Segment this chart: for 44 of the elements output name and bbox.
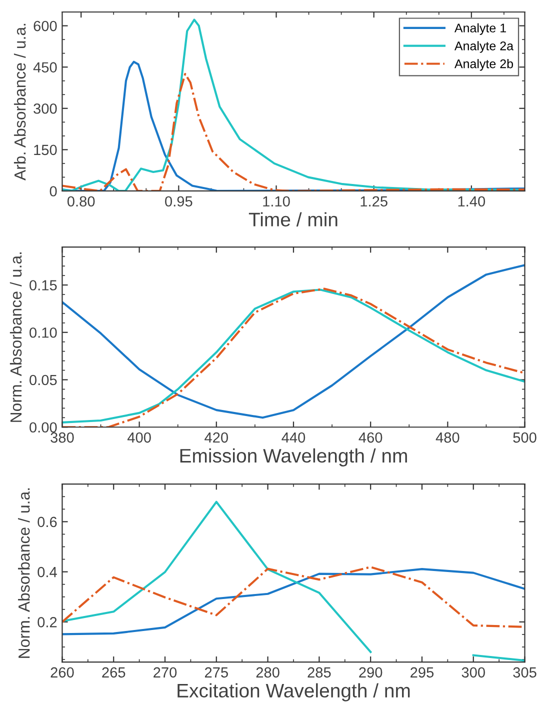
x-tick-label: 290 (359, 667, 382, 678)
x-tick-label: 1.40 (458, 196, 486, 207)
x-tick-label: 0.95 (165, 196, 192, 207)
y-tick-label: 600 (34, 20, 57, 32)
x-tick-label: 305 (513, 667, 536, 678)
y-tick-label: 0.00 (30, 422, 57, 433)
x-tick-label: 1.10 (263, 196, 290, 207)
x-tick-label: 500 (513, 432, 536, 443)
y-axis-title: Norm. Absorbance / u.a. (10, 252, 22, 422)
legend-label: Analyte 2b (454, 59, 513, 71)
x-tick-label: 275 (204, 667, 228, 678)
y-axis-title: Arb. Absorbance / u.a. (14, 24, 26, 180)
x-tick-label: 440 (282, 432, 306, 443)
y-tick-label: 0.6 (38, 516, 57, 528)
x-tick-label: 480 (436, 432, 460, 443)
x-tick-label: 460 (358, 432, 382, 443)
x-tick-label: 285 (308, 667, 331, 678)
x-tick-label: 265 (102, 667, 126, 678)
x-tick-label: 1.25 (360, 196, 388, 207)
y-tick-label: 450 (33, 62, 57, 72)
y-tick-label: 0.15 (30, 280, 57, 290)
y-tick-label: 0.4 (38, 566, 57, 578)
x-axis-title: Emission Wavelength / nm (180, 448, 407, 466)
x-tick-label: 420 (204, 432, 228, 443)
y-tick-label: 0.10 (30, 327, 57, 338)
x-axis-title: Excitation Wavelength / nm (178, 683, 410, 702)
x-tick-label: 0.80 (67, 196, 95, 207)
y-tick-label: 0 (50, 186, 57, 196)
x-axis-title: Time / min (248, 212, 338, 226)
x-tick-label: 400 (127, 432, 151, 443)
legend-label: Analyte 2a (454, 41, 514, 53)
x-tick-label: 300 (462, 667, 485, 678)
line-series (62, 264, 525, 419)
x-tick-label: 260 (50, 667, 74, 678)
x-tick-label: 295 (410, 667, 434, 678)
y-tick-label: 0.05 (30, 374, 57, 386)
y-tick-label: 0.2 (38, 617, 57, 628)
y-tick-label: 300 (34, 103, 57, 114)
x-tick-label: 380 (50, 432, 74, 443)
y-axis-title: Norm. Absorbance / u.a. (18, 488, 30, 658)
x-tick-label: 280 (256, 667, 280, 678)
legend-label: Analyte 1 (454, 23, 506, 35)
y-tick-label: 150 (34, 144, 57, 156)
x-tick-label: 270 (154, 667, 177, 678)
